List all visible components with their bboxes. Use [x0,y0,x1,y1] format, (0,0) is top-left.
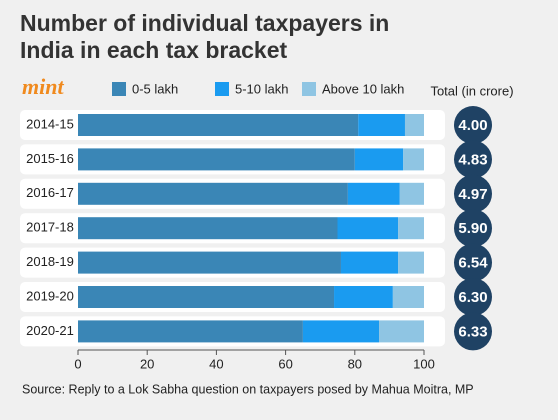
bar-segment [398,251,424,274]
bar-segment [354,148,404,171]
legend-label: Above 10 lakh [322,81,404,96]
bar-segment [334,286,393,308]
x-tick-label: 100 [413,356,435,371]
legend-swatch [112,82,126,96]
total-badge [454,278,492,316]
y-tick-label: 2018-19 [26,254,74,269]
total-label: 4.83 [458,151,487,168]
bar-segment [392,286,424,308]
total-badge [454,140,492,179]
total-label: 6.30 [458,289,487,306]
chart-title: Number of individual taxpayers in India … [20,10,390,63]
x-tick-label: 20 [140,356,154,371]
y-tick-label: 2017-18 [26,220,74,235]
total-badge [454,312,492,351]
total-badge [454,243,492,282]
total-badge [454,209,492,248]
y-tick-label: 2016-17 [26,185,74,200]
bar-segment [347,182,400,205]
bar-segment [340,251,399,274]
legend-swatch [215,82,229,96]
totals-title: Total (in crore) [430,83,513,98]
total-label: 5.90 [458,220,487,237]
bar-segment [404,114,424,136]
brand-logo: mint [22,74,64,99]
source: Source: Reply to a Lok Sabha question on… [22,382,474,396]
total-label: 6.33 [458,323,487,340]
x-tick-label: 80 [348,356,362,371]
bar-segment [78,251,341,274]
x-tick-label: 0 [74,356,81,371]
total-label: 6.54 [458,255,488,272]
total-label: 4.00 [458,117,487,134]
x-tick-label: 40 [209,356,223,371]
legend-label: 0-5 lakh [132,81,178,96]
y-tick-label: 2014-15 [26,116,74,131]
total-badge [454,106,492,144]
legend-label: 5-10 lakh [235,81,288,96]
bar-segment [337,217,399,240]
bar-segment [398,217,424,240]
bar-segment [78,320,303,343]
total-badge [454,174,492,213]
bar-segment [403,148,424,171]
bar-segment [358,114,405,136]
legend-swatch [302,82,316,96]
bar-segment [399,182,424,205]
total-label: 4.97 [458,186,487,203]
y-tick-label: 2015-16 [26,151,74,166]
bar-segment [302,320,380,343]
bar-segment [78,114,359,136]
bar-segment [78,182,348,205]
bar-segment [78,217,338,240]
x-tick-label: 60 [278,356,292,371]
y-tick-label: 2020-21 [26,323,74,338]
bar-segment [379,320,424,343]
bar-segment [78,286,335,308]
y-tick-label: 2019-20 [26,288,74,303]
bar-segment [78,148,355,171]
